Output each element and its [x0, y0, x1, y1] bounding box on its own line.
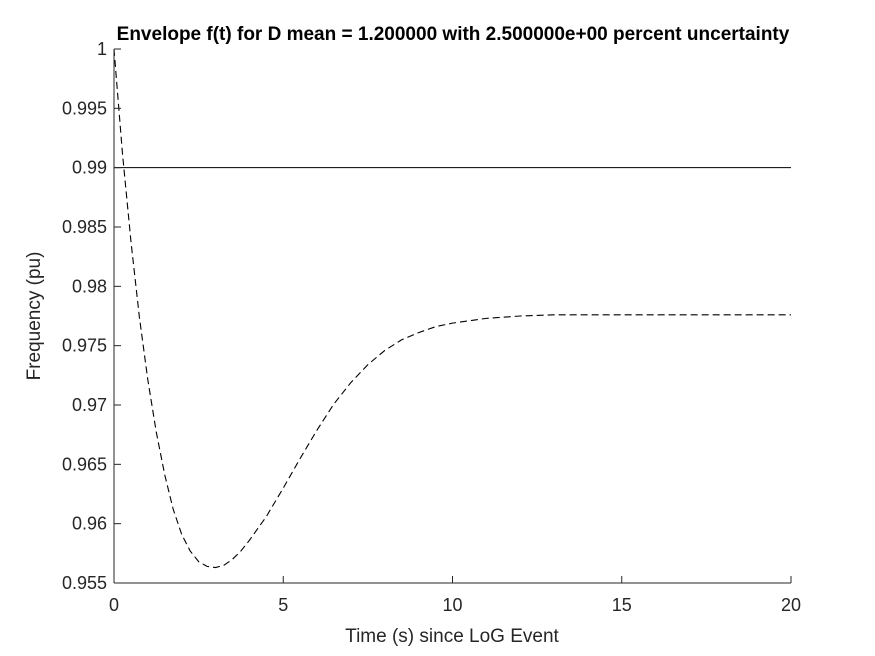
- x-axis-label: Time (s) since LoG Event: [345, 626, 559, 647]
- y-tick-label: 0.98: [72, 276, 107, 296]
- x-tick-label: 20: [781, 595, 801, 615]
- plot-area: [113, 48, 791, 584]
- y-tick-label: 0.97: [72, 395, 107, 415]
- chart-title: Envelope f(t) for D mean = 1.200000 with…: [117, 24, 790, 45]
- x-axis-ticks: 0 5 10 15 20: [109, 576, 801, 615]
- y-tick-label: 0.955: [62, 573, 107, 593]
- y-tick-label: 0.965: [62, 454, 107, 474]
- y-axis-ticks: 0.955 0.96 0.965 0.97 0.975 0.98 0.985 0.99 0.99…: [62, 39, 121, 593]
- y-tick-label: 0.975: [62, 336, 107, 356]
- x-tick-label: 0: [109, 595, 119, 615]
- x-tick-label: 10: [442, 595, 462, 615]
- x-tick-label: 15: [612, 595, 632, 615]
- y-tick-label: 1: [97, 39, 107, 59]
- axes-background: [114, 49, 791, 583]
- y-tick-label: 0.985: [62, 217, 107, 237]
- y-tick-label: 0.96: [72, 514, 107, 534]
- y-tick-label: 0.995: [62, 98, 107, 118]
- series-line: [113, 48, 791, 569]
- y-tick-label: 0.99: [72, 158, 107, 178]
- series-lines: [113, 48, 791, 569]
- y-axis-label: Frequency (pu): [24, 252, 45, 381]
- x-tick-label: 5: [278, 595, 288, 615]
